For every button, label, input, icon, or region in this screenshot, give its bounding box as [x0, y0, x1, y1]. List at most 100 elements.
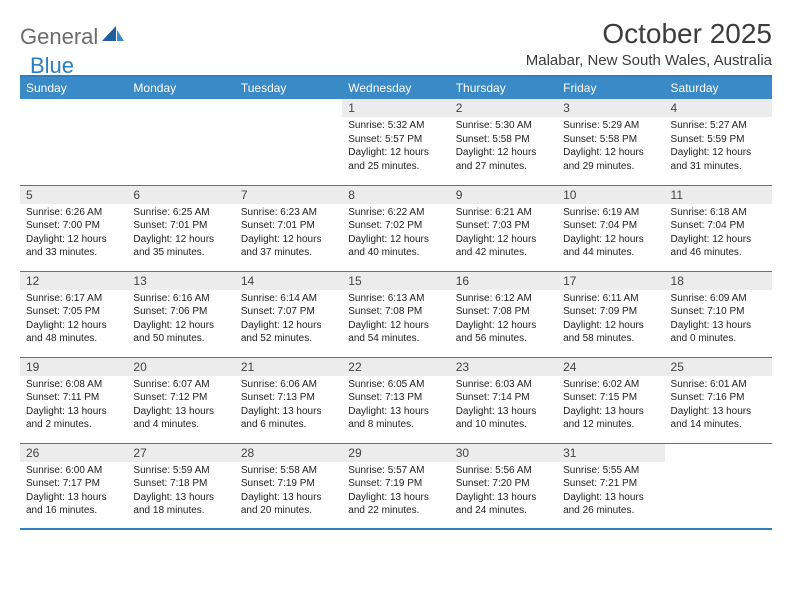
day-number: 1 [342, 99, 449, 117]
calendar-cell: 28Sunrise: 5:58 AMSunset: 7:19 PMDayligh… [235, 443, 342, 529]
col-monday: Monday [127, 76, 234, 99]
day-number: 9 [450, 186, 557, 204]
day-details: Sunrise: 6:12 AMSunset: 7:08 PMDaylight:… [450, 290, 557, 350]
day-number: 10 [557, 186, 664, 204]
title-block: October 2025 Malabar, New South Wales, A… [526, 18, 772, 69]
calendar-cell: 22Sunrise: 6:05 AMSunset: 7:13 PMDayligh… [342, 357, 449, 443]
day-details: Sunrise: 6:25 AMSunset: 7:01 PMDaylight:… [127, 204, 234, 264]
day-details: Sunrise: 6:08 AMSunset: 7:11 PMDaylight:… [20, 376, 127, 436]
day-details: Sunrise: 6:18 AMSunset: 7:04 PMDaylight:… [665, 204, 772, 264]
day-number: 25 [665, 358, 772, 376]
calendar-cell: 25Sunrise: 6:01 AMSunset: 7:16 PMDayligh… [665, 357, 772, 443]
day-number: 16 [450, 272, 557, 290]
day-details: Sunrise: 6:14 AMSunset: 7:07 PMDaylight:… [235, 290, 342, 350]
day-details: Sunrise: 6:00 AMSunset: 7:17 PMDaylight:… [20, 462, 127, 522]
calendar-cell [127, 99, 234, 185]
day-number: 3 [557, 99, 664, 117]
col-tuesday: Tuesday [235, 76, 342, 99]
calendar-body: 1Sunrise: 5:32 AMSunset: 5:57 PMDaylight… [20, 99, 772, 529]
calendar-table: Sunday Monday Tuesday Wednesday Thursday… [20, 75, 772, 530]
day-details: Sunrise: 6:21 AMSunset: 7:03 PMDaylight:… [450, 204, 557, 264]
day-details: Sunrise: 6:01 AMSunset: 7:16 PMDaylight:… [665, 376, 772, 436]
day-details: Sunrise: 6:13 AMSunset: 7:08 PMDaylight:… [342, 290, 449, 350]
calendar-row: 1Sunrise: 5:32 AMSunset: 5:57 PMDaylight… [20, 99, 772, 185]
day-details: Sunrise: 6:26 AMSunset: 7:00 PMDaylight:… [20, 204, 127, 264]
day-number: 11 [665, 186, 772, 204]
day-details: Sunrise: 6:07 AMSunset: 7:12 PMDaylight:… [127, 376, 234, 436]
calendar-cell: 15Sunrise: 6:13 AMSunset: 7:08 PMDayligh… [342, 271, 449, 357]
calendar-cell: 3Sunrise: 5:29 AMSunset: 5:58 PMDaylight… [557, 99, 664, 185]
day-number: 23 [450, 358, 557, 376]
calendar-row: 26Sunrise: 6:00 AMSunset: 7:17 PMDayligh… [20, 443, 772, 529]
day-details: Sunrise: 6:17 AMSunset: 7:05 PMDaylight:… [20, 290, 127, 350]
day-details: Sunrise: 6:22 AMSunset: 7:02 PMDaylight:… [342, 204, 449, 264]
calendar-cell: 11Sunrise: 6:18 AMSunset: 7:04 PMDayligh… [665, 185, 772, 271]
calendar-cell: 9Sunrise: 6:21 AMSunset: 7:03 PMDaylight… [450, 185, 557, 271]
location: Malabar, New South Wales, Australia [526, 52, 772, 69]
day-number: 28 [235, 444, 342, 462]
day-details: Sunrise: 5:27 AMSunset: 5:59 PMDaylight:… [665, 117, 772, 177]
day-details: Sunrise: 5:58 AMSunset: 7:19 PMDaylight:… [235, 462, 342, 522]
logo-text-blue: Blue [30, 53, 74, 79]
calendar-cell: 17Sunrise: 6:11 AMSunset: 7:09 PMDayligh… [557, 271, 664, 357]
day-number: 7 [235, 186, 342, 204]
calendar-cell: 1Sunrise: 5:32 AMSunset: 5:57 PMDaylight… [342, 99, 449, 185]
day-details: Sunrise: 6:02 AMSunset: 7:15 PMDaylight:… [557, 376, 664, 436]
day-details: Sunrise: 5:55 AMSunset: 7:21 PMDaylight:… [557, 462, 664, 522]
day-number: 4 [665, 99, 772, 117]
calendar-cell: 24Sunrise: 6:02 AMSunset: 7:15 PMDayligh… [557, 357, 664, 443]
calendar-cell: 29Sunrise: 5:57 AMSunset: 7:19 PMDayligh… [342, 443, 449, 529]
calendar-row: 5Sunrise: 6:26 AMSunset: 7:00 PMDaylight… [20, 185, 772, 271]
day-number: 24 [557, 358, 664, 376]
calendar-cell: 7Sunrise: 6:23 AMSunset: 7:01 PMDaylight… [235, 185, 342, 271]
calendar-cell: 31Sunrise: 5:55 AMSunset: 7:21 PMDayligh… [557, 443, 664, 529]
calendar-cell: 6Sunrise: 6:25 AMSunset: 7:01 PMDaylight… [127, 185, 234, 271]
calendar-cell: 19Sunrise: 6:08 AMSunset: 7:11 PMDayligh… [20, 357, 127, 443]
logo-sail-icon [102, 26, 124, 49]
col-sunday: Sunday [20, 76, 127, 99]
day-number: 21 [235, 358, 342, 376]
col-thursday: Thursday [450, 76, 557, 99]
day-details: Sunrise: 5:59 AMSunset: 7:18 PMDaylight:… [127, 462, 234, 522]
day-details: Sunrise: 5:32 AMSunset: 5:57 PMDaylight:… [342, 117, 449, 177]
day-details: Sunrise: 6:11 AMSunset: 7:09 PMDaylight:… [557, 290, 664, 350]
col-friday: Friday [557, 76, 664, 99]
calendar-cell: 16Sunrise: 6:12 AMSunset: 7:08 PMDayligh… [450, 271, 557, 357]
calendar-cell [235, 99, 342, 185]
calendar-cell: 20Sunrise: 6:07 AMSunset: 7:12 PMDayligh… [127, 357, 234, 443]
calendar-header-row: Sunday Monday Tuesday Wednesday Thursday… [20, 76, 772, 99]
day-details: Sunrise: 6:09 AMSunset: 7:10 PMDaylight:… [665, 290, 772, 350]
logo: General [20, 18, 126, 50]
calendar-cell: 18Sunrise: 6:09 AMSunset: 7:10 PMDayligh… [665, 271, 772, 357]
day-details: Sunrise: 5:56 AMSunset: 7:20 PMDaylight:… [450, 462, 557, 522]
day-number: 31 [557, 444, 664, 462]
header: General October 2025 Malabar, New South … [20, 18, 772, 69]
day-details: Sunrise: 6:03 AMSunset: 7:14 PMDaylight:… [450, 376, 557, 436]
day-number: 19 [20, 358, 127, 376]
day-number: 30 [450, 444, 557, 462]
month-title: October 2025 [526, 18, 772, 50]
day-number: 29 [342, 444, 449, 462]
calendar-cell: 30Sunrise: 5:56 AMSunset: 7:20 PMDayligh… [450, 443, 557, 529]
day-number: 27 [127, 444, 234, 462]
calendar-row: 12Sunrise: 6:17 AMSunset: 7:05 PMDayligh… [20, 271, 772, 357]
day-details: Sunrise: 6:06 AMSunset: 7:13 PMDaylight:… [235, 376, 342, 436]
calendar-cell: 10Sunrise: 6:19 AMSunset: 7:04 PMDayligh… [557, 185, 664, 271]
calendar-cell: 2Sunrise: 5:30 AMSunset: 5:58 PMDaylight… [450, 99, 557, 185]
calendar-cell: 4Sunrise: 5:27 AMSunset: 5:59 PMDaylight… [665, 99, 772, 185]
calendar-cell [20, 99, 127, 185]
day-number: 22 [342, 358, 449, 376]
day-details: Sunrise: 6:05 AMSunset: 7:13 PMDaylight:… [342, 376, 449, 436]
day-number: 13 [127, 272, 234, 290]
day-details: Sunrise: 6:23 AMSunset: 7:01 PMDaylight:… [235, 204, 342, 264]
day-number: 6 [127, 186, 234, 204]
day-number: 12 [20, 272, 127, 290]
day-number: 14 [235, 272, 342, 290]
calendar-cell: 21Sunrise: 6:06 AMSunset: 7:13 PMDayligh… [235, 357, 342, 443]
logo-text-general: General [20, 24, 98, 50]
calendar-row: 19Sunrise: 6:08 AMSunset: 7:11 PMDayligh… [20, 357, 772, 443]
calendar-cell: 12Sunrise: 6:17 AMSunset: 7:05 PMDayligh… [20, 271, 127, 357]
calendar-cell [665, 443, 772, 529]
day-number: 26 [20, 444, 127, 462]
calendar-cell: 8Sunrise: 6:22 AMSunset: 7:02 PMDaylight… [342, 185, 449, 271]
